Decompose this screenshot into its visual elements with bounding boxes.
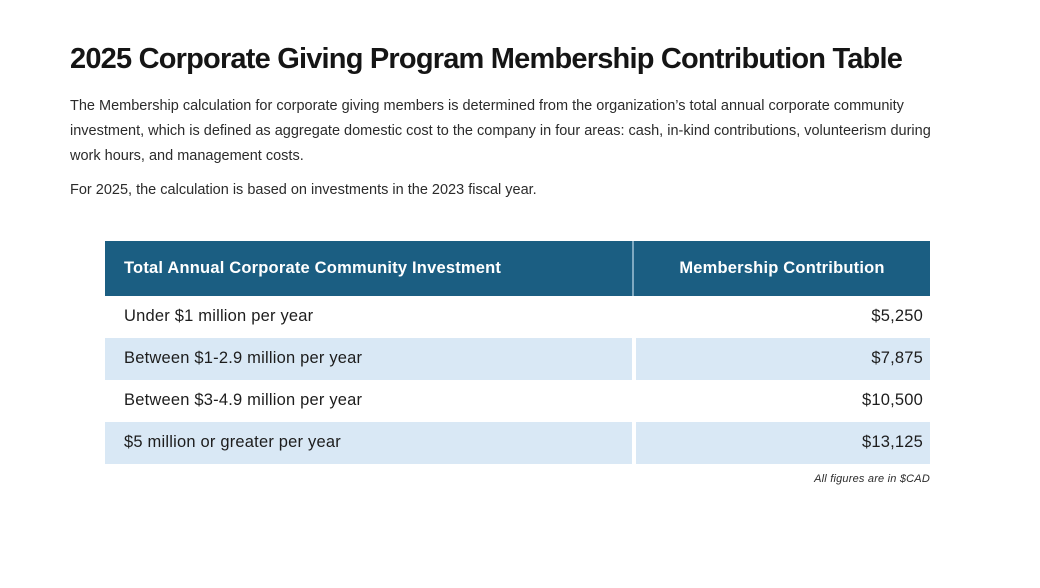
table-row: $5 million or greater per year $13,125 bbox=[105, 421, 930, 464]
contribution-table-section: Total Annual Corporate Community Investm… bbox=[105, 240, 930, 485]
contribution-amount-cell: $10,500 bbox=[632, 379, 930, 422]
intro-paragraph: The Membership calculation for corporate… bbox=[70, 97, 931, 164]
contribution-amount-cell: $5,250 bbox=[632, 295, 930, 338]
table-header-row: Total Annual Corporate Community Investm… bbox=[105, 240, 930, 296]
table-row: Between $1-2.9 million per year $7,875 bbox=[105, 337, 930, 380]
currency-footnote: All figures are in $CAD bbox=[814, 472, 930, 485]
page-title: 2025 Corporate Giving Program Membership… bbox=[70, 43, 903, 75]
column-header-investment: Total Annual Corporate Community Investm… bbox=[105, 240, 632, 296]
investment-tier-cell: Between $1-2.9 million per year bbox=[105, 337, 632, 380]
table-row: Under $1 million per year $5,250 bbox=[105, 295, 930, 338]
investment-tier-cell: Under $1 million per year bbox=[105, 295, 632, 338]
table-row: Between $3-4.9 million per year $10,500 bbox=[105, 379, 930, 422]
contribution-amount-cell: $13,125 bbox=[632, 421, 930, 464]
investment-tier-cell: Between $3-4.9 million per year bbox=[105, 379, 632, 422]
basis-paragraph: For 2025, the calculation is based on in… bbox=[70, 181, 537, 198]
column-header-contribution: Membership Contribution bbox=[632, 240, 930, 296]
investment-tier-cell: $5 million or greater per year bbox=[105, 421, 632, 464]
contribution-table: Total Annual Corporate Community Investm… bbox=[105, 240, 930, 464]
contribution-amount-cell: $7,875 bbox=[632, 337, 930, 380]
